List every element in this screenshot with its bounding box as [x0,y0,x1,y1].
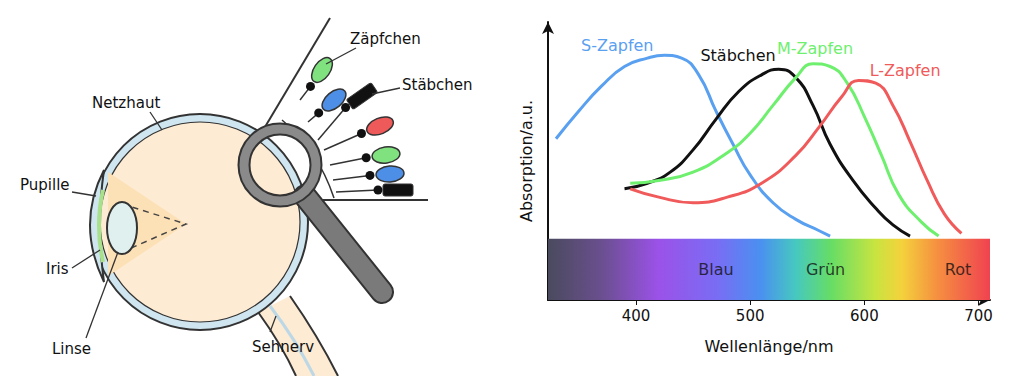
svg-text:Sehnerv: Sehnerv [252,338,314,356]
svg-text:S-Zapfen: S-Zapfen [581,36,653,55]
svg-text:600: 600 [850,307,879,325]
svg-text:500: 500 [736,307,765,325]
svg-text:Pupille: Pupille [20,176,70,194]
svg-text:M-Zapfen: M-Zapfen [777,39,853,58]
svg-text:Rot: Rot [945,260,971,279]
svg-text:Blau: Blau [698,260,733,279]
svg-text:Stäbchen: Stäbchen [700,46,775,65]
svg-text:Linse: Linse [52,340,91,358]
svg-text:Netzhaut: Netzhaut [92,94,160,112]
svg-text:400: 400 [622,307,651,325]
svg-text:Zäpfchen: Zäpfchen [350,30,421,48]
svg-text:700: 700 [964,307,993,325]
svg-text:Wellenlänge/nm: Wellenlänge/nm [704,337,833,356]
svg-text:Absorption/a.u.: Absorption/a.u. [517,100,536,222]
svg-text:Iris: Iris [46,260,69,278]
svg-text:L-Zapfen: L-Zapfen [870,61,941,80]
svg-text:Stäbchen: Stäbchen [402,76,473,94]
svg-text:Grün: Grün [806,260,845,279]
